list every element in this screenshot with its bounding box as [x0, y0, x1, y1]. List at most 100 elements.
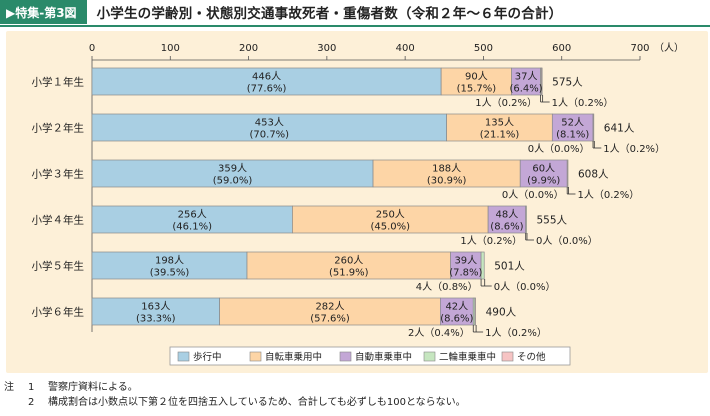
footnote-1: 注 1 警察庁資料による。 [4, 382, 138, 393]
x-tick-label: 200 [239, 43, 258, 54]
legend-swatch-motorcycle [423, 351, 436, 362]
bar-walking [91, 297, 220, 326]
data-label-car: 37人 [515, 71, 538, 83]
x-tick-label: 100 [161, 43, 180, 54]
data-label-bicycle: 188人 [432, 163, 461, 175]
header-divider [0, 25, 710, 27]
data-pct-car: (6.4%) [509, 84, 542, 95]
data-pct-bicycle: (51.9%) [329, 268, 369, 279]
legend-swatch-car [339, 351, 352, 362]
data-label-bicycle: 260人 [334, 255, 363, 267]
legend-swatch-walking [177, 351, 190, 362]
bar-car [450, 251, 482, 280]
data-pct-car: (8.6%) [490, 222, 523, 233]
callout-motorcycle: 0人（0.0%） [528, 143, 590, 155]
data-label-walking: 163人 [141, 301, 170, 313]
data-label-walking: 453人 [255, 117, 284, 129]
data-label-car: 39人 [454, 255, 477, 267]
data-pct-car: (9.9%) [527, 176, 560, 187]
footnotes: 注 1 警察庁資料による。 2 構成割合は小数点以下第２位を四捨五入しているため… [4, 380, 466, 410]
category-label: 小学４年生 [32, 214, 85, 227]
callout-other: 1人（0.2%） [485, 327, 547, 339]
data-pct-walking: (59.0%) [213, 176, 253, 187]
callout-motorcycle: 0人（0.0%） [502, 189, 564, 201]
x-tick-label: 700 [630, 43, 649, 54]
legend-box [169, 346, 571, 366]
total-label: 575人 [552, 77, 583, 89]
bar-bicycle [372, 159, 521, 188]
legend-label-motorcycle: 二輪車乗車中 [439, 351, 496, 363]
footnote-2: 2 構成割合は小数点以下第２位を四捨五入しているため、合計しても必ずしも100と… [28, 397, 466, 408]
callout-motorcycle: 1人（0.2%） [460, 235, 522, 247]
data-label-car: 48人 [496, 209, 519, 221]
bar-bicycle [292, 205, 489, 234]
x-tick-label: 600 [552, 43, 571, 54]
data-pct-car: (8.1%) [556, 130, 589, 141]
bar-bicycle [219, 297, 441, 326]
data-label-bicycle: 250人 [376, 209, 405, 221]
callout-motorcycle: 4人（0.8%） [416, 281, 478, 293]
bar-other [541, 67, 543, 96]
bar-car [440, 297, 474, 326]
legend-swatch-other [501, 351, 514, 362]
callout-motorcycle: 1人（0.2%） [475, 97, 537, 109]
total-label: 501人 [494, 261, 525, 273]
callout-motorcycle: 2人（0.4%） [408, 327, 470, 339]
legend-label-bicycle: 自転車乗用中 [265, 351, 322, 363]
data-label-bicycle: 282人 [315, 301, 344, 313]
bar-motorcycle [525, 205, 527, 234]
data-pct-bicycle: (45.0%) [370, 222, 410, 233]
total-label: 555人 [536, 215, 567, 227]
data-pct-car: (8.6%) [440, 314, 473, 325]
data-pct-car: (7.8%) [449, 268, 482, 279]
bar-other [592, 113, 595, 142]
callout-other: 0人（0.0%） [536, 235, 598, 247]
bar-car [511, 67, 541, 96]
data-pct-bicycle: (30.9%) [427, 176, 467, 187]
bar-walking [91, 113, 447, 142]
legend-label-car: 自動車乗車中 [355, 351, 412, 363]
data-label-walking: 446人 [252, 71, 281, 83]
data-label-walking: 256人 [178, 209, 207, 221]
data-pct-bicycle: (57.6%) [310, 314, 350, 325]
x-tick-label: 400 [396, 43, 415, 54]
data-pct-walking: (33.3%) [136, 314, 176, 325]
bar-car [487, 205, 527, 234]
bar-walking [91, 159, 374, 188]
x-tick-label: 300 [317, 43, 336, 54]
x-tick-label: 500 [474, 43, 493, 54]
data-label-car: 60人 [532, 163, 555, 175]
bar-car [519, 159, 568, 188]
data-pct-walking: (46.1%) [172, 222, 212, 233]
figure-title: 小学生の学齢別・状態別交通事故死者・重傷者数（令和２年～６年の合計） [96, 6, 563, 22]
total-label: 608人 [578, 169, 609, 181]
total-label: 490人 [486, 307, 517, 319]
x-unit-label: （人） [654, 42, 684, 54]
category-label: 小学３年生 [32, 168, 85, 181]
bar-car [551, 113, 594, 142]
data-pct-walking: (70.7%) [250, 130, 290, 141]
category-label: 小学６年生 [32, 306, 85, 319]
legend-label-other: その他 [517, 351, 546, 363]
category-label: 小学１年生 [32, 76, 85, 89]
data-label-bicycle: 90人 [465, 71, 488, 83]
data-pct-bicycle: (15.7%) [457, 84, 497, 95]
data-label-car: 52人 [561, 117, 584, 129]
category-label: 小学２年生 [32, 122, 85, 135]
bar-motorcycle [480, 251, 485, 280]
figure-tag: ▶特集-第3図 [0, 0, 87, 24]
bar-bicycle [440, 67, 512, 96]
data-label-walking: 198人 [155, 255, 184, 267]
bar-walking [91, 251, 248, 280]
bar-other [474, 297, 476, 326]
figure-header: ▶特集-第3図 小学生の学齢別・状態別交通事故死者・重傷者数（令和２年～６年の合… [0, 0, 710, 24]
total-label: 641人 [604, 123, 635, 135]
x-tick-label: 0 [89, 43, 95, 54]
category-label: 小学５年生 [32, 260, 85, 273]
data-pct-walking: (77.6%) [247, 84, 287, 95]
data-label-car: 42人 [445, 301, 468, 313]
data-pct-walking: (39.5%) [150, 268, 190, 279]
legend-label-walking: 歩行中 [193, 351, 222, 363]
callout-other: 1人（0.2%） [552, 97, 614, 109]
